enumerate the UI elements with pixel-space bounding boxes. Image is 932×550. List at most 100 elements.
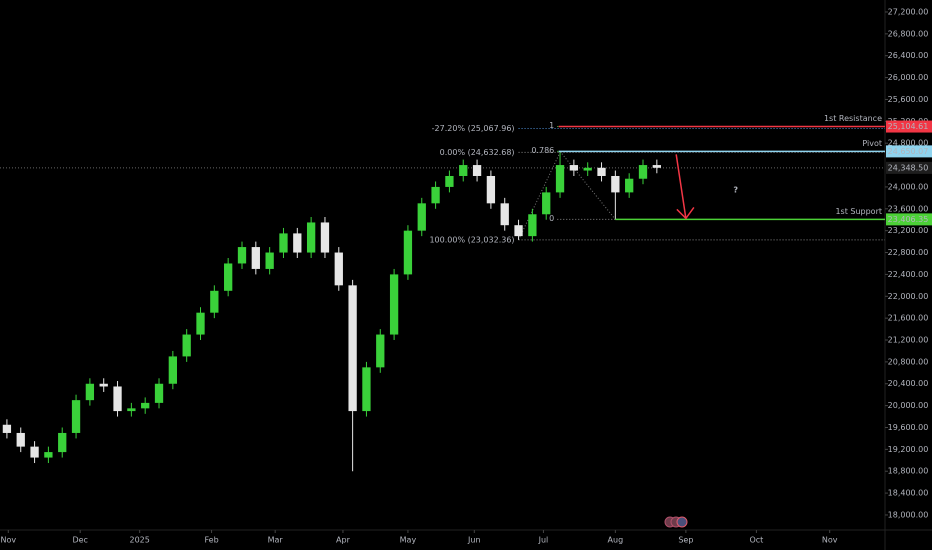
candle-body xyxy=(99,383,108,387)
x-tick-label: Dec xyxy=(72,536,87,545)
x-tick-label: 2025 xyxy=(129,536,149,545)
fib-label: 100.00% (23,032.36) xyxy=(429,235,514,244)
fib-label: -27.20% (25,067.96) xyxy=(432,124,515,133)
candle-body xyxy=(2,424,12,433)
candle-body xyxy=(431,186,440,204)
candle-body xyxy=(279,233,288,253)
candle-body xyxy=(652,165,661,168)
candle-body xyxy=(500,203,509,226)
level-name: 1st Resistance xyxy=(824,114,882,123)
candle-body xyxy=(168,356,177,384)
candle-body xyxy=(16,432,25,447)
y-tick-label: 18,000.00 xyxy=(888,510,929,519)
fib2-label: 0 xyxy=(549,214,554,223)
x-tick-label: May xyxy=(400,536,417,545)
x-tick-label: Aug xyxy=(608,536,624,545)
candle-body xyxy=(113,386,122,412)
level-label: 25,104.61 xyxy=(888,122,929,131)
candle-body xyxy=(154,383,164,403)
candle-body xyxy=(237,247,247,264)
arrow-shaft xyxy=(675,154,687,219)
candle-body xyxy=(85,383,95,401)
y-tick-label: 21,200.00 xyxy=(888,336,929,345)
y-tick-label: 18,800.00 xyxy=(888,467,929,476)
last-price-box xyxy=(886,161,932,174)
candle-body xyxy=(320,222,330,253)
fib-label: 0.00% (24,632.68) xyxy=(440,148,515,157)
fib-trend xyxy=(518,152,561,241)
y-tick-label: 20,000.00 xyxy=(888,401,929,410)
candle-body xyxy=(196,312,205,335)
candle-body xyxy=(182,334,191,357)
level-box xyxy=(886,120,932,133)
events-icon[interactable] xyxy=(664,516,688,528)
y-tick-label: 19,200.00 xyxy=(888,445,929,454)
y-tick-label: 19,600.00 xyxy=(888,423,929,432)
candle-body xyxy=(224,263,233,291)
level-box xyxy=(886,145,932,158)
y-tick-label: 22,400.00 xyxy=(888,270,929,279)
y-tick-label: 24,000.00 xyxy=(888,182,929,191)
y-tick-label: 20,400.00 xyxy=(888,379,929,388)
candle-body xyxy=(542,192,551,215)
y-tick-label: 21,600.00 xyxy=(888,314,929,323)
candle-body xyxy=(141,402,150,409)
candle-body xyxy=(348,285,357,412)
candle-body xyxy=(265,252,274,269)
x-tick-label: Sep xyxy=(678,536,693,545)
candle-body xyxy=(44,452,53,458)
candle-body xyxy=(58,432,67,453)
x-tick-label: Oct xyxy=(749,536,763,545)
y-tick-label: 22,000.00 xyxy=(888,292,929,301)
candle-body xyxy=(569,165,579,171)
candle-body xyxy=(459,165,468,176)
candle-body xyxy=(638,165,648,179)
candle-body xyxy=(251,247,260,269)
level-label: 23,406.35 xyxy=(888,215,929,224)
candle-body xyxy=(583,167,592,171)
y-tick-label: 23,600.00 xyxy=(888,204,929,213)
candle-body xyxy=(376,334,385,368)
candle-body xyxy=(597,167,606,176)
y-tick-label: 26,400.00 xyxy=(888,51,929,60)
y-tick-label: 20,800.00 xyxy=(888,357,929,366)
candle-body xyxy=(555,165,565,193)
level-box xyxy=(886,213,932,226)
candle-body xyxy=(625,178,634,193)
x-tick-label: Nov xyxy=(0,536,16,545)
candle-body xyxy=(210,290,219,313)
candle-body xyxy=(417,203,426,231)
arrow-head xyxy=(676,206,695,220)
candle-body xyxy=(472,165,482,176)
y-tick-label: 18,400.00 xyxy=(888,489,929,498)
candle-body xyxy=(403,230,413,275)
candle-body xyxy=(389,274,399,335)
candle-body xyxy=(514,225,523,237)
x-tick-label: Apr xyxy=(336,536,351,545)
candle-body xyxy=(306,222,316,253)
y-tick-label: 27,200.00 xyxy=(888,7,929,16)
level-name: Pivot xyxy=(862,139,882,148)
y-tick-label: 26,000.00 xyxy=(888,73,929,82)
candle-body xyxy=(362,367,371,412)
y-tick-label: 26,800.00 xyxy=(888,29,929,38)
candle-body xyxy=(334,252,343,286)
x-tick-label: Nov xyxy=(822,536,838,545)
last-price-label: 24,348.50 xyxy=(888,163,929,172)
x-tick-label: Jun xyxy=(467,536,481,545)
level-name: 1st Support xyxy=(835,207,882,216)
x-tick-label: Jul xyxy=(538,536,549,545)
level-label: 24,650.07 xyxy=(888,147,929,156)
y-tick-label: 22,800.00 xyxy=(888,248,929,257)
x-tick-label: Mar xyxy=(268,536,284,545)
candle-body xyxy=(445,175,454,187)
candle-body xyxy=(293,233,302,253)
candle-body xyxy=(528,214,537,237)
annotation: ? xyxy=(733,186,738,195)
x-tick-label: Feb xyxy=(204,536,218,545)
candle-body xyxy=(30,446,39,458)
candle-body xyxy=(71,400,81,433)
candle-body xyxy=(127,408,136,412)
